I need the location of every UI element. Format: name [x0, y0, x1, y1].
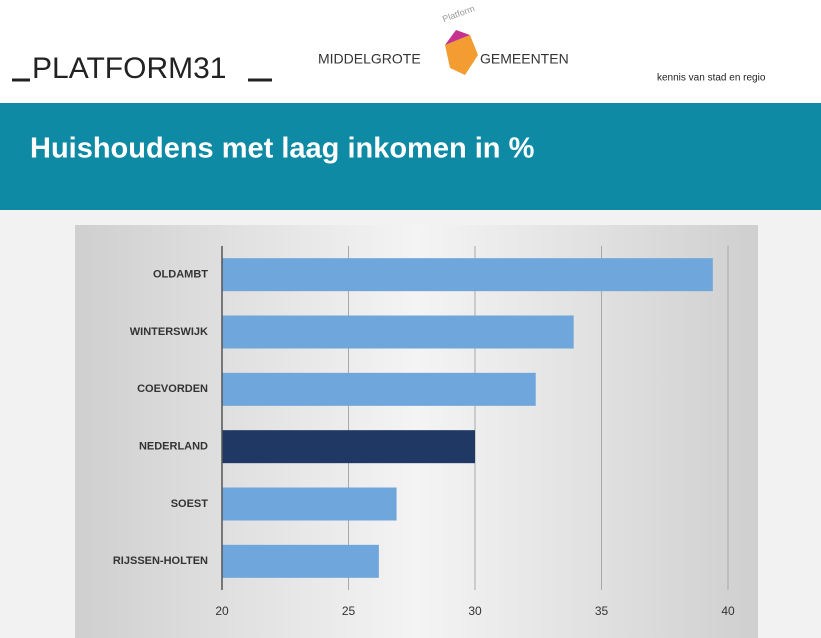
- x-tick-label: 20: [215, 604, 229, 618]
- y-tick-label: RIJSSEN-HOLTEN: [113, 555, 208, 567]
- bar: [222, 487, 397, 521]
- title-banner: [0, 103, 821, 210]
- x-tick-label: 35: [595, 604, 609, 618]
- y-tick-label: COEVORDEN: [137, 383, 208, 395]
- bar: [222, 258, 713, 292]
- partner-text: GEMEENTEN: [480, 51, 569, 67]
- bar: [222, 372, 536, 406]
- x-tick-label: 40: [721, 604, 735, 618]
- x-tick-label: 30: [468, 604, 482, 618]
- bar: [222, 430, 475, 464]
- slide-title: Huishoudens met laag inkomen in %: [30, 133, 535, 165]
- bar: [222, 544, 379, 578]
- brand-logo: PLATFORM31: [32, 52, 227, 85]
- y-tick-label: NEDERLAND: [139, 441, 208, 453]
- header-bg: [0, 0, 821, 103]
- x-tick-label: 25: [342, 604, 356, 618]
- partner-icon: [445, 30, 470, 45]
- y-tick-label: OLDAMBT: [153, 269, 208, 281]
- y-tick-label: WINTERSWIJK: [130, 326, 208, 338]
- bar: [222, 315, 574, 349]
- partner-icon: [445, 35, 478, 75]
- y-tick-label: SOEST: [171, 498, 209, 510]
- tagline: kennis van stad en regio: [657, 73, 766, 84]
- partner-text: MIDDELGROTE: [318, 51, 421, 67]
